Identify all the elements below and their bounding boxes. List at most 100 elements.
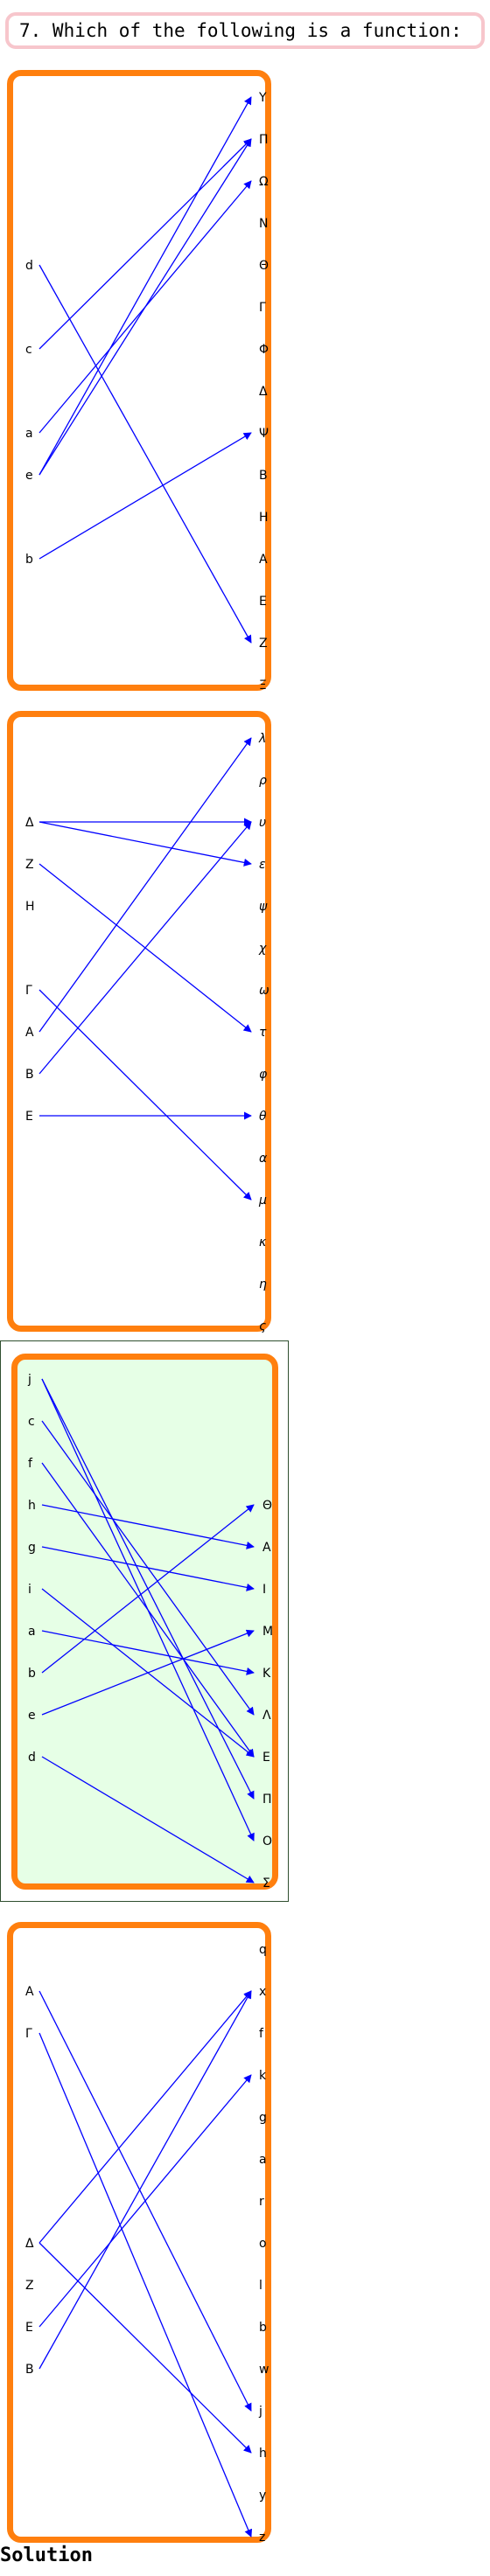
- mapping-panel-3-solution: j c f h g i a b e d Θ Α Ι Μ Κ Λ Ε Π Ο Σ: [11, 1354, 278, 1890]
- domain-label: A: [25, 1985, 34, 1999]
- codomain-label: ε: [259, 858, 266, 872]
- codomain-label: Ι: [262, 1583, 266, 1597]
- domain-label: h: [28, 1499, 36, 1513]
- codomain-label: Ε: [262, 1751, 270, 1765]
- codomain-label: Ω: [259, 175, 269, 189]
- codomain-label: ρ: [259, 774, 267, 788]
- codomain-label: τ: [259, 1026, 267, 1040]
- codomain-label: Ε: [259, 595, 267, 609]
- codomain-label: g: [259, 2111, 267, 2125]
- codomain-label: Δ: [259, 385, 268, 399]
- mapping-arrow: [38, 1990, 252, 2244]
- codomain-label: χ: [258, 942, 267, 956]
- codomain-label: w: [259, 2363, 269, 2377]
- codomain-label: h: [259, 2447, 267, 2461]
- domain-label: c: [25, 343, 32, 357]
- domain-label: Γ: [25, 2027, 32, 2041]
- mapping-arrow: [38, 989, 252, 1201]
- domain-label: e: [28, 1709, 36, 1723]
- codomain-label: Ν: [259, 217, 268, 231]
- codomain-label: μ: [258, 1194, 267, 1208]
- codomain-label: θ: [259, 1110, 267, 1124]
- codomain-label: Σ: [262, 1876, 270, 1890]
- codomain-label: Κ: [262, 1667, 271, 1681]
- codomain-label: Μ: [262, 1625, 273, 1639]
- mapping-arrow: [38, 737, 252, 1033]
- mapping-arrow: [38, 138, 252, 476]
- mapping-arrow: [38, 138, 252, 350]
- mapping-arrow: [38, 264, 252, 644]
- domain-label: i: [28, 1583, 32, 1597]
- codomain-label: η: [259, 1278, 267, 1291]
- question-box: 7. Which of the following is a function:: [5, 12, 485, 49]
- codomain-label: a: [259, 2153, 267, 2167]
- domain-label: g: [28, 1541, 36, 1555]
- domain-label: B: [25, 1068, 34, 1082]
- codomain-label: Ψ: [259, 427, 269, 441]
- codomain-label: q: [259, 1943, 267, 1957]
- codomain-label: Ξ: [259, 679, 267, 693]
- mapping-panel-1: d c a e b Υ Π Ω Ν Θ Γ Φ Δ Ψ Β Η Α Ε Ζ Ξ: [7, 70, 271, 693]
- codomain-label: Ο: [262, 1835, 272, 1848]
- mapping-arrow: [38, 2032, 253, 2538]
- codomain-label: υ: [259, 816, 266, 830]
- codomain-label: y: [259, 2489, 266, 2503]
- mapping-arrow: [38, 2242, 252, 2454]
- codomain-label: Θ: [259, 259, 269, 273]
- codomain-label: o: [259, 2237, 267, 2251]
- domain-label: Z: [25, 858, 34, 872]
- codomain-label: κ: [259, 1236, 267, 1250]
- mapping-arrow: [38, 96, 252, 476]
- domain-label: d: [25, 259, 33, 273]
- domain-label: b: [25, 553, 33, 567]
- domain-label: Z: [25, 2279, 34, 2293]
- mapping-diagram-4: A Γ Δ Z E Bq x f k g a r o l b w j h y z: [25, 1943, 269, 2545]
- domain-label: a: [25, 427, 33, 441]
- mapping-arrow: [41, 1546, 255, 1591]
- mapping-arrow: [38, 821, 252, 867]
- mapping-arrow: [38, 821, 252, 1075]
- mapping-diagram-2: Δ Z H Γ A B Eλ ρ υ ε ψ χ ω τ φ θ α μ κ η ς: [25, 732, 270, 1333]
- mapping-arrow: [38, 1990, 252, 2370]
- codomain-label: k: [259, 2069, 267, 2083]
- codomain-label: b: [259, 2321, 267, 2335]
- domain-label: Δ: [25, 816, 34, 830]
- codomain-label: r: [259, 2195, 264, 2209]
- question-text: 7. Which of the following is a function:: [19, 20, 462, 41]
- codomain-label: j: [258, 2405, 262, 2419]
- codomain-label: Α: [262, 1541, 271, 1555]
- mapping-arrow: [38, 432, 252, 560]
- domain-label: c: [28, 1415, 35, 1429]
- domain-label: e: [25, 469, 33, 483]
- mapping-diagram-3: j c f h g i a b e d Θ Α Ι Μ Κ Λ Ε Π Ο Σ: [27, 1373, 273, 1890]
- domain-label: f: [28, 1457, 33, 1471]
- codomain-label: φ: [259, 1068, 268, 1082]
- codomain-label: z: [259, 2531, 265, 2545]
- domain-label: j: [27, 1373, 32, 1387]
- domain-label: E: [25, 1110, 33, 1124]
- codomain-label: x: [259, 1985, 266, 1999]
- codomain-label: Φ: [259, 343, 269, 357]
- mapping-arrow: [41, 1756, 255, 1883]
- codomain-label: Λ: [262, 1709, 271, 1723]
- domain-label: a: [28, 1625, 36, 1639]
- domain-label: E: [25, 2321, 33, 2335]
- codomain-label: ψ: [259, 900, 268, 914]
- codomain-label: α: [259, 1152, 268, 1166]
- domain-label: d: [28, 1751, 36, 1765]
- solution-label: Solution: [0, 2545, 93, 2566]
- codomain-label: ω: [259, 984, 270, 998]
- codomain-label: Ζ: [259, 637, 268, 651]
- codomain-label: Γ: [259, 301, 266, 315]
- domain-label: A: [25, 1026, 34, 1040]
- codomain-label: λ: [258, 732, 266, 746]
- domain-label: Δ: [25, 2237, 34, 2251]
- codomain-label: Π: [262, 1793, 272, 1807]
- mapping-arrow: [41, 1462, 255, 1758]
- codomain-label: Β: [259, 469, 268, 483]
- codomain-label: l: [259, 2279, 262, 2293]
- mapping-arrow: [38, 2074, 252, 2328]
- domain-label: B: [25, 2363, 34, 2377]
